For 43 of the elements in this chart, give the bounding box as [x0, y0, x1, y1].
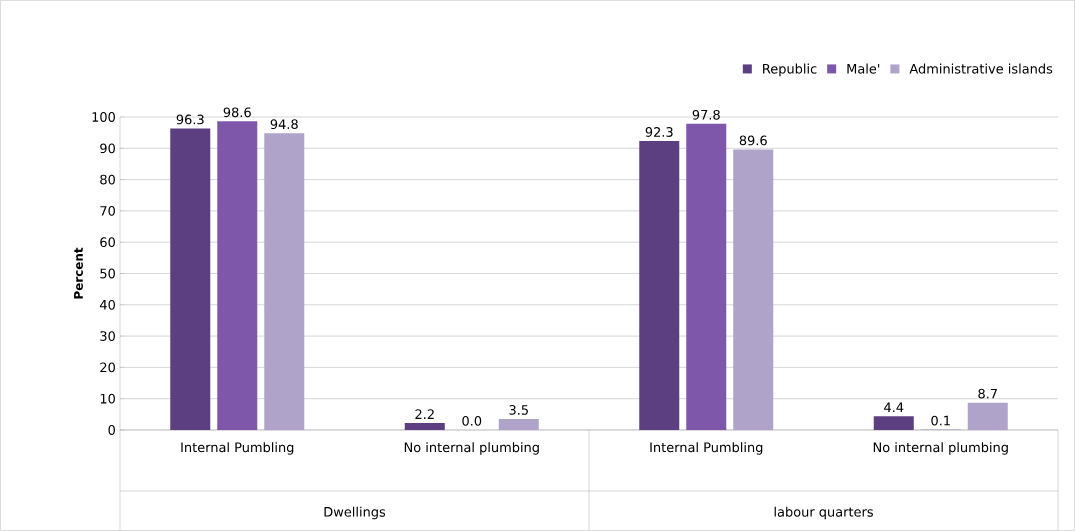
data-label: 92.3 [645, 127, 673, 137]
data-label: 3.5 [509, 405, 528, 415]
bar [639, 141, 680, 430]
bar [404, 423, 445, 430]
bar [498, 419, 539, 430]
y-tick-label: 60 [100, 237, 115, 248]
bar [170, 128, 211, 430]
y-tick-label: 0 [108, 425, 115, 435]
data-label: 4.4 [884, 402, 904, 413]
data-label: 0.1 [931, 415, 950, 426]
y-tick-label: 80 [100, 174, 115, 185]
data-label: 0.0 [462, 415, 482, 426]
data-label: 96.3 [176, 114, 204, 125]
data-label: 98.6 [223, 107, 251, 118]
y-axis-title: Percent [74, 247, 83, 299]
y-tick-label: 30 [100, 331, 115, 341]
bar [686, 123, 727, 430]
x-tick-label: No internal plumbing [404, 442, 539, 455]
text: labour quarters [774, 506, 873, 520]
y-tick-label: 40 [99, 299, 115, 310]
bar [264, 133, 305, 430]
x-tick-label: No internal plumbing [873, 442, 1008, 455]
x-tick-label: Internal Pumbling [181, 442, 294, 455]
y-tick-label: 20 [100, 362, 115, 373]
data-label: 94.8 [270, 119, 298, 130]
bar [873, 416, 914, 430]
y-tick-label: 50 [100, 268, 115, 279]
y-tick-label: 100 [92, 112, 115, 122]
legend-label: Republic [763, 63, 817, 77]
legend-label: Male' [847, 63, 880, 74]
y-tick-label: 10 [100, 393, 115, 404]
y-tick-label: 90 [100, 143, 115, 154]
data-label: 2.2 [415, 409, 434, 419]
text: Dwellings [324, 506, 386, 520]
bar [967, 402, 1008, 430]
bar [217, 121, 258, 430]
x-tick-label: Internal Pumbling [650, 442, 763, 455]
y-tick-label: 70 [100, 205, 115, 216]
bar [733, 149, 774, 430]
data-label: 97.8 [692, 109, 720, 120]
legend-label: Administrative islands [909, 63, 1053, 74]
data-label: 8.7 [978, 388, 997, 399]
data-label: 89.6 [739, 135, 767, 146]
